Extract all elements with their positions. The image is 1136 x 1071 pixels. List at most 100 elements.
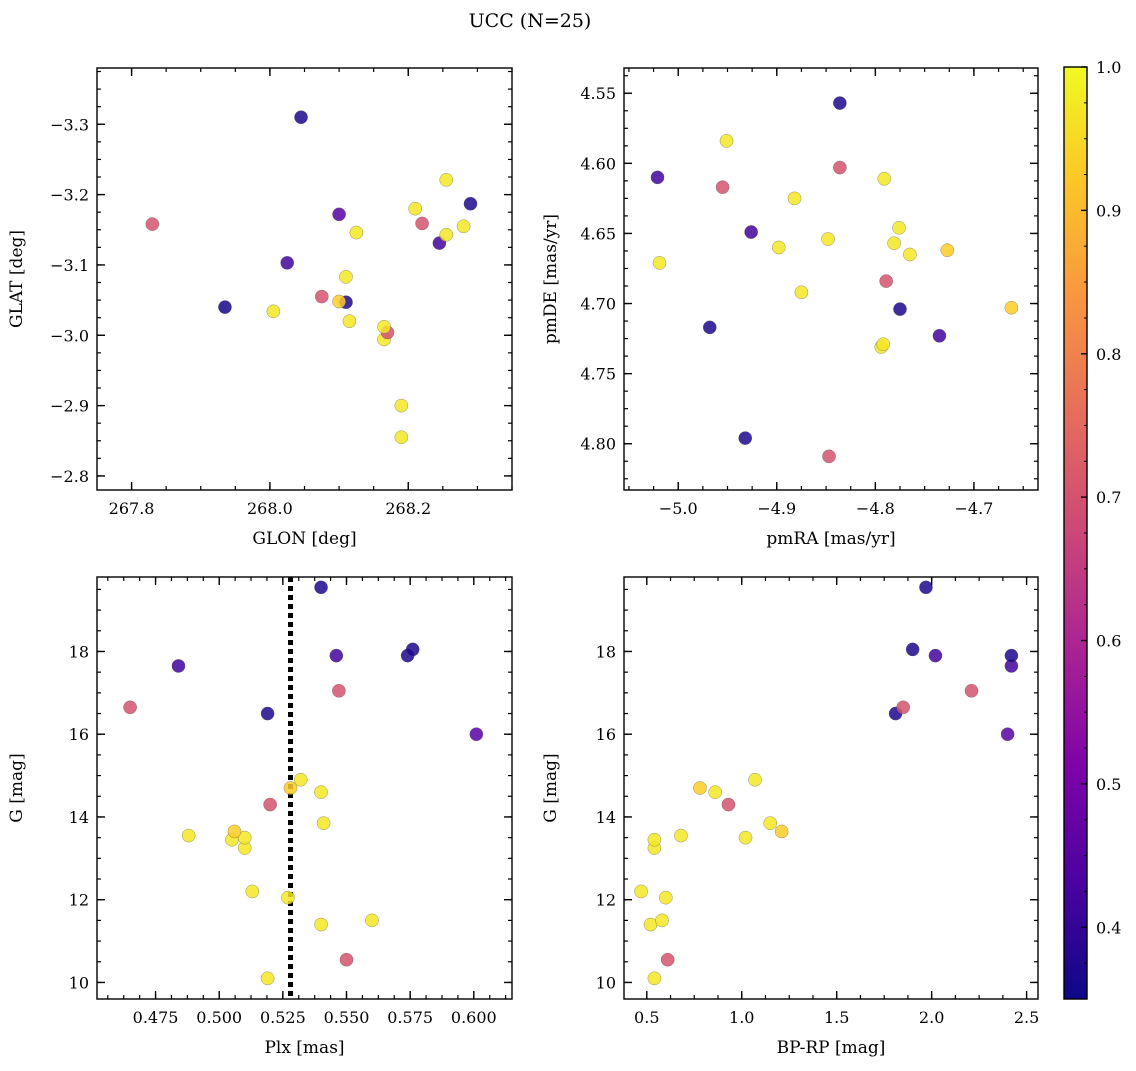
data-point bbox=[879, 274, 894, 288]
y-axis-label: G [mag] bbox=[541, 753, 561, 822]
data-point bbox=[896, 700, 911, 715]
x-tick-label: −4.7 bbox=[954, 499, 993, 518]
data-point bbox=[339, 952, 354, 967]
x-tick-label: 0.5 bbox=[634, 1008, 659, 1027]
axes-frame bbox=[96, 576, 513, 1000]
axes-frame bbox=[623, 67, 1039, 491]
data-point bbox=[145, 217, 160, 231]
data-point bbox=[822, 449, 836, 464]
data-point bbox=[787, 191, 802, 206]
data-point bbox=[887, 236, 901, 251]
data-point bbox=[1004, 300, 1019, 315]
data-point bbox=[647, 832, 662, 847]
data-point bbox=[408, 201, 423, 216]
data-point bbox=[821, 232, 835, 246]
data-point bbox=[456, 219, 471, 234]
data-point bbox=[964, 683, 979, 698]
data-point bbox=[1004, 648, 1019, 663]
y-axis-label: GLAT [deg] bbox=[7, 230, 27, 328]
colorbar-tick-label: 0.7 bbox=[1096, 488, 1121, 507]
data-point bbox=[932, 328, 947, 343]
data-point bbox=[1000, 727, 1015, 742]
data-point bbox=[332, 294, 346, 309]
data-point bbox=[245, 884, 260, 899]
x-tick-label: −5.0 bbox=[659, 499, 698, 518]
data-point bbox=[833, 160, 847, 175]
x-axis-label: GLON [deg] bbox=[252, 529, 356, 549]
data-point bbox=[281, 890, 295, 905]
y-tick-label: 10 bbox=[69, 973, 89, 992]
plot-area bbox=[123, 577, 484, 999]
panel-plx-mag: 0.475 0.500 0.525 0.550 0.575 0.600 10 12 14 16 18… bbox=[7, 576, 513, 1058]
data-point bbox=[928, 648, 943, 663]
colorbar-gradient bbox=[1064, 67, 1087, 999]
x-tick-label: 1.5 bbox=[824, 1008, 849, 1027]
data-point bbox=[332, 683, 346, 698]
plot-area bbox=[650, 96, 1019, 464]
data-point bbox=[463, 196, 478, 211]
colorbar-tick-label: 0.4 bbox=[1096, 918, 1121, 937]
figure-title: UCC (N=25) bbox=[469, 10, 592, 32]
data-point bbox=[744, 225, 759, 239]
data-point bbox=[314, 917, 328, 932]
data-point bbox=[905, 642, 920, 657]
data-point bbox=[181, 828, 196, 843]
data-point bbox=[314, 785, 328, 799]
x-tick-label: 1.0 bbox=[729, 1008, 754, 1027]
data-point bbox=[774, 824, 789, 839]
data-point bbox=[647, 971, 662, 986]
y-tick-label: 16 bbox=[69, 725, 89, 744]
data-point bbox=[650, 170, 665, 185]
x-tick-label: 2.5 bbox=[1014, 1008, 1039, 1027]
data-point bbox=[708, 785, 723, 799]
x-tick-label: 2.0 bbox=[919, 1008, 944, 1027]
y-tick-label: 18 bbox=[69, 642, 89, 661]
y-axis-label: G [mag] bbox=[7, 753, 27, 822]
x-axis-label: BP-RP [mag] bbox=[777, 1038, 886, 1058]
data-point bbox=[415, 216, 429, 231]
x-axis-label: Plx [mas] bbox=[264, 1038, 344, 1058]
data-point bbox=[771, 240, 786, 255]
y-tick-label: 4.55 bbox=[580, 84, 616, 103]
y-tick-label: 14 bbox=[69, 808, 89, 827]
y-tick-label: 16 bbox=[596, 725, 616, 744]
data-point bbox=[342, 314, 357, 329]
data-point bbox=[738, 431, 753, 445]
y-tick-label: −3.3 bbox=[50, 115, 89, 134]
ticks bbox=[97, 577, 512, 999]
x-tick-label: −4.8 bbox=[856, 499, 895, 518]
y-tick-label: 4.75 bbox=[580, 365, 616, 384]
data-point bbox=[702, 320, 717, 335]
plot-area bbox=[634, 580, 1019, 986]
data-point bbox=[738, 830, 753, 845]
y-tick-label: 12 bbox=[596, 891, 616, 910]
data-point bbox=[349, 225, 364, 240]
data-point bbox=[634, 884, 648, 899]
data-point bbox=[940, 243, 955, 258]
data-point bbox=[314, 580, 328, 595]
y-tick-label: 4.60 bbox=[580, 154, 616, 173]
axes-frame bbox=[623, 576, 1039, 1000]
data-point bbox=[469, 727, 484, 742]
x-tick-label: 0.550 bbox=[324, 1008, 370, 1027]
panels: 267.8 268.0 268.2 −2.8 −2.9 −3.0 −3.1 −3.2 −3.3 G… bbox=[7, 67, 1039, 1058]
data-point bbox=[394, 398, 409, 413]
colorbar-tick-label: 0.5 bbox=[1096, 775, 1121, 794]
data-point bbox=[892, 220, 906, 235]
data-point bbox=[394, 430, 409, 445]
data-point bbox=[293, 772, 308, 787]
ticks bbox=[97, 68, 513, 490]
data-point bbox=[833, 96, 847, 110]
y-tick-label: 4.65 bbox=[580, 224, 616, 243]
x-tick-label: 0.600 bbox=[451, 1008, 497, 1027]
x-tick-label: −4.9 bbox=[757, 499, 796, 518]
colorbar: 0.4 0.5 0.6 0.7 0.8 0.9 1.0 bbox=[1063, 58, 1121, 1000]
data-point bbox=[237, 830, 252, 845]
x-tick-label: 0.575 bbox=[387, 1008, 433, 1027]
y-tick-label: 14 bbox=[596, 808, 616, 827]
data-point bbox=[227, 824, 242, 839]
data-point bbox=[652, 256, 667, 270]
panel-galactic: 267.8 268.0 268.2 −2.8 −2.9 −3.0 −3.1 −3.2 −3.3 G… bbox=[7, 67, 513, 549]
